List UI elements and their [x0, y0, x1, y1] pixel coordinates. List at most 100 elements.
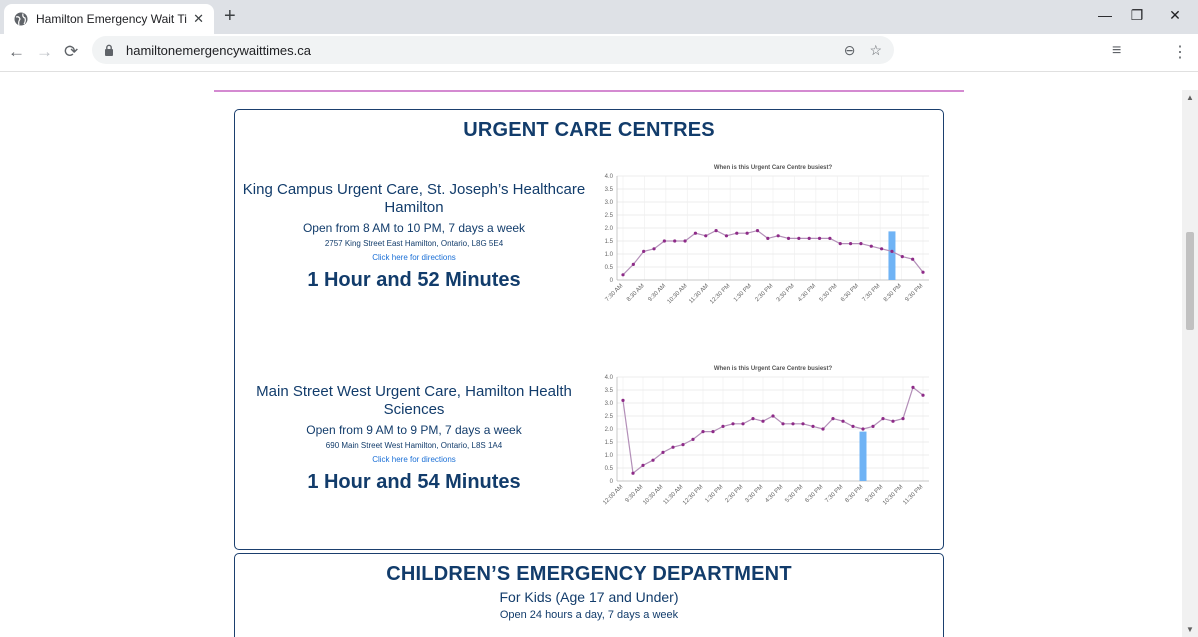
x-tick-label: 11:30 PM	[902, 484, 924, 506]
data-point	[821, 427, 825, 431]
location-name: Main Street West Urgent Care, Hamilton H…	[256, 383, 572, 418]
urgent-care-card: URGENT CARE CENTRES King Campus Urgent C…	[234, 109, 944, 550]
data-point	[671, 445, 675, 449]
zoom-icon[interactable]: ⊖	[843, 41, 856, 58]
y-tick-label: 1.5	[605, 239, 614, 245]
x-tick-label: 5:30 PM	[784, 484, 804, 504]
current-time-bar	[888, 231, 896, 280]
x-tick-label: 8:30 AM	[626, 283, 646, 303]
data-point	[741, 422, 745, 426]
x-tick-label: 9:30 PM	[864, 484, 884, 504]
x-tick-label: 12:30 PM	[682, 484, 704, 506]
data-point	[621, 398, 625, 402]
data-point	[797, 236, 801, 240]
data-point	[901, 417, 905, 421]
y-tick-label: 0.5	[605, 265, 614, 271]
series-line	[622, 229, 924, 276]
data-point	[721, 424, 725, 428]
data-point	[871, 424, 875, 428]
x-tick-label: 2:30 PM	[754, 283, 774, 303]
x-tick-label: 9:30 AM	[625, 484, 645, 504]
data-point	[776, 234, 780, 238]
y-tick-label: 2.0	[605, 427, 614, 433]
y-tick-label: 0.5	[605, 466, 614, 472]
data-point	[911, 385, 915, 389]
x-tick-label: 10:30 AM	[642, 484, 664, 506]
data-point	[851, 424, 855, 428]
reload-button[interactable]: ⟳	[64, 42, 79, 61]
restore-button[interactable]: ❐	[1130, 7, 1144, 23]
children-title: CHILDREN’S EMERGENCY DEPARTMENT	[386, 563, 792, 585]
children-emergency-card: CHILDREN’S EMERGENCY DEPARTMENT For Kids…	[234, 553, 944, 637]
busiest-chart-king: When is this Urgent Care Centre busiest?…	[591, 160, 939, 320]
data-point	[791, 422, 795, 426]
scrollbar-thumb[interactable]	[1186, 232, 1194, 330]
y-tick-label: 2.5	[605, 414, 614, 420]
data-point	[755, 229, 760, 233]
chart-title: When is this Urgent Care Centre busiest?	[714, 366, 833, 372]
location-address: 2757 King Street East Hamilton, Ontario,…	[324, 239, 504, 248]
x-tick-label: 9:30 PM	[904, 283, 924, 303]
data-point	[807, 236, 811, 240]
address-bar[interactable]: hamiltonemergencywaittimes.ca ⊖ ☆	[92, 36, 894, 64]
x-tick-label: 5:30 PM	[819, 283, 839, 303]
x-tick-label: 3:30 PM	[744, 484, 764, 504]
data-point	[751, 417, 755, 421]
data-point	[724, 234, 729, 238]
x-tick-label: 4:30 PM	[797, 283, 817, 303]
y-tick-label: 1.0	[605, 453, 614, 459]
directions-link[interactable]: Click here for directions	[372, 253, 456, 262]
data-point	[711, 430, 715, 434]
data-point	[652, 247, 656, 251]
x-tick-label: 7:30 PM	[862, 283, 882, 303]
tab-close-icon[interactable]: ✕	[193, 11, 204, 26]
data-point	[921, 393, 925, 397]
reading-list-icon[interactable]: ≡	[1112, 42, 1122, 59]
data-point	[731, 422, 735, 426]
data-point	[828, 236, 832, 240]
urgent-care-title: URGENT CARE CENTRES	[463, 119, 715, 141]
y-tick-label: 4.0	[605, 375, 614, 381]
data-point	[771, 414, 775, 418]
directions-link[interactable]: Click here for directions	[372, 455, 456, 464]
data-point	[869, 244, 873, 248]
menu-icon[interactable]: ⋮	[1172, 44, 1188, 61]
data-point	[766, 236, 770, 240]
data-point	[921, 270, 925, 274]
x-tick-label: 11:30 AM	[688, 283, 710, 305]
data-point	[631, 262, 635, 266]
y-tick-label: 0	[610, 278, 614, 284]
x-tick-label: 1:30 PM	[704, 484, 724, 504]
x-tick-label: 3:30 PM	[776, 283, 796, 303]
x-tick-label: 8:30 PM	[844, 484, 864, 504]
y-tick-label: 2.5	[605, 213, 614, 219]
new-tab-button[interactable]: +	[224, 5, 236, 27]
x-tick-label: 7:30 PM	[824, 484, 844, 504]
vertical-scrollbar[interactable]: ▲ ▼	[1182, 90, 1198, 637]
x-tick-label: 6:30 PM	[804, 484, 824, 504]
tab-title: Hamilton Emergency Wait Times	[36, 12, 187, 26]
back-button[interactable]: ←	[8, 42, 25, 61]
data-point	[859, 242, 863, 246]
bookmark-star-icon[interactable]: ☆	[869, 41, 882, 58]
lock-icon	[105, 44, 113, 56]
chart-svg: When is this Urgent Care Centre busiest?…	[602, 366, 929, 507]
scroll-up-icon[interactable]: ▲	[1186, 93, 1194, 102]
location-name: King Campus Urgent Care, St. Joseph’s He…	[242, 181, 586, 216]
wait-time: 1 Hour and 54 Minutes	[307, 471, 521, 493]
scroll-down-icon[interactable]: ▼	[1186, 625, 1194, 634]
browser-toolbar: ← → ⟳ hamiltonemergencywaittimes.ca ⊖ ☆ …	[0, 34, 1198, 72]
close-window-button[interactable]: ✕	[1169, 7, 1181, 23]
children-subtitle: For Kids (Age 17 and Under)	[499, 589, 679, 605]
y-tick-label: 0	[610, 479, 614, 485]
forward-button[interactable]: →	[36, 42, 53, 61]
data-point	[714, 229, 718, 233]
y-tick-label: 3.0	[605, 401, 614, 407]
series-line	[622, 386, 924, 475]
browser-tab[interactable]: Hamilton Emergency Wait Times ✕	[4, 4, 214, 34]
location-king-campus: King Campus Urgent Care, St. Joseph’s He…	[239, 181, 589, 292]
x-tick-label: 9:30 AM	[647, 283, 667, 303]
data-point	[861, 427, 865, 431]
data-point	[691, 437, 695, 441]
minimize-button[interactable]: —	[1098, 7, 1112, 23]
